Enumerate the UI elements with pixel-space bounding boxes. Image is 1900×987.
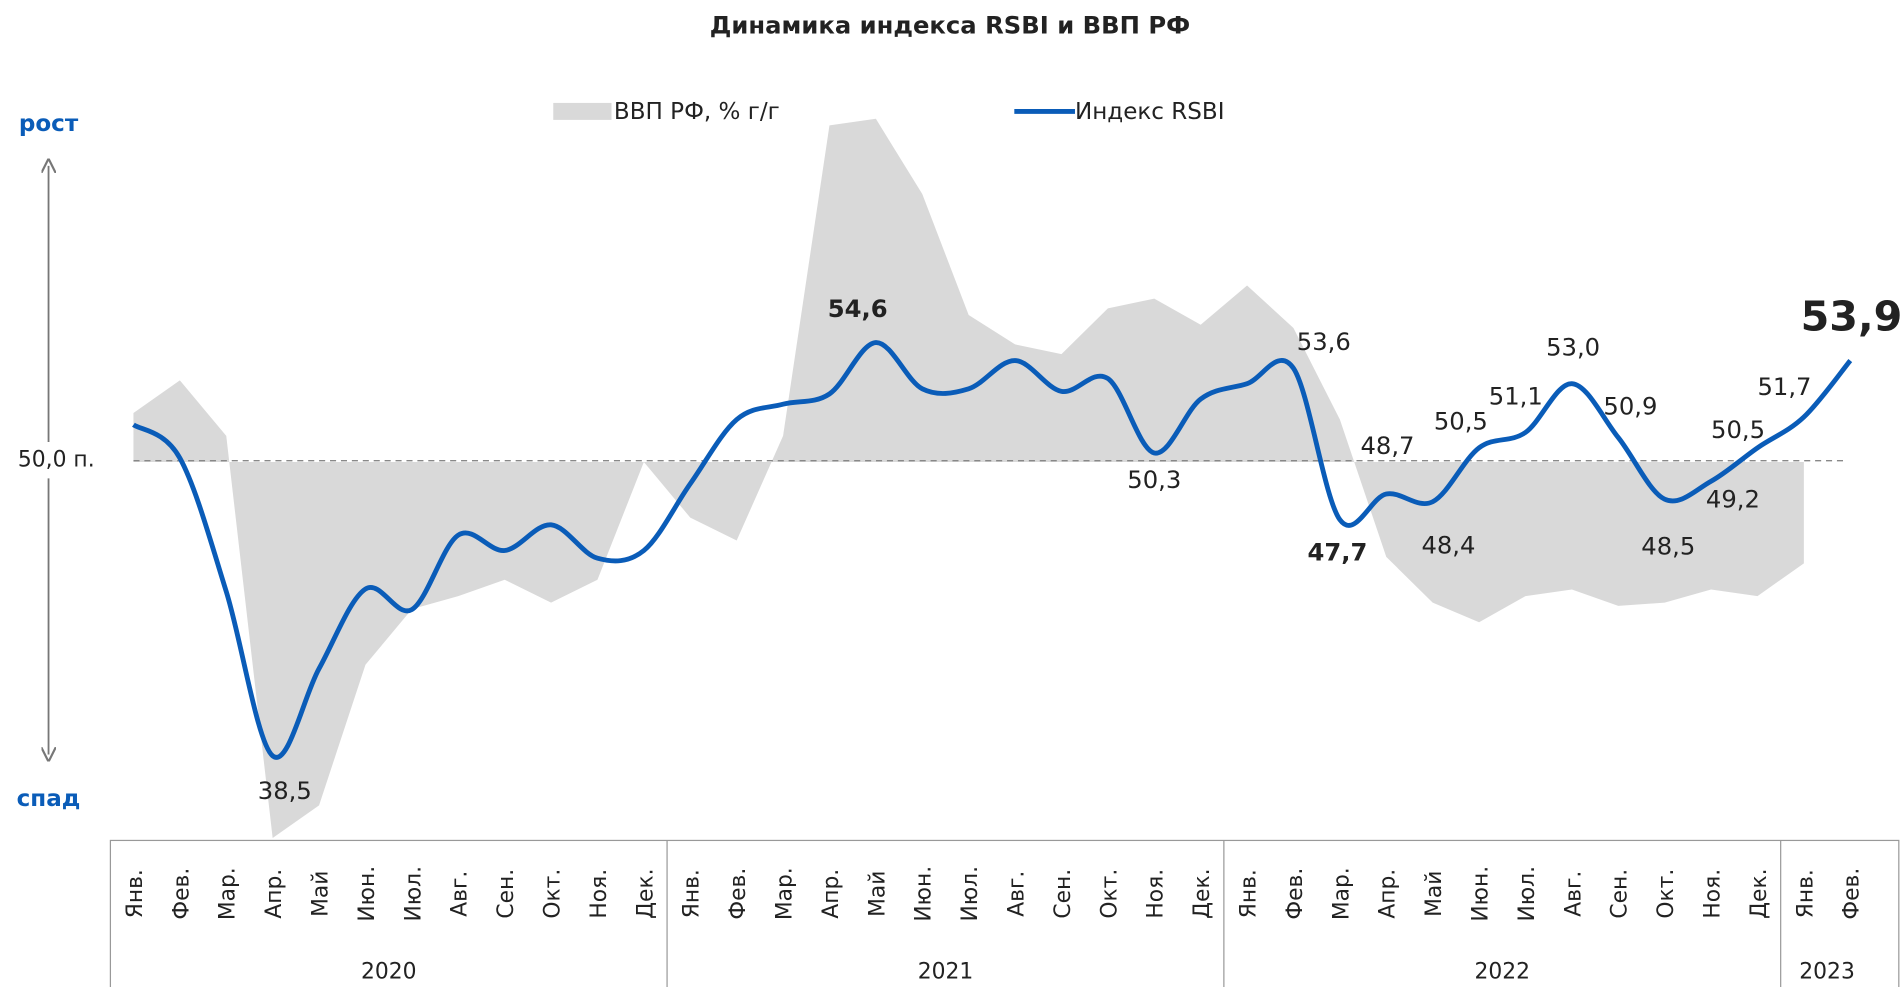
x-tick-label: Мар. <box>1329 867 1354 920</box>
x-tick-label: Сен. <box>1051 869 1076 919</box>
x-tick-label: Фев. <box>1283 868 1308 920</box>
x-tick-label: Сен. <box>494 869 519 919</box>
data-label: 53,9 <box>1801 292 1900 340</box>
x-tick-label: Янв. <box>1793 869 1818 918</box>
x-tick-label: Янв. <box>123 869 148 918</box>
x-tick-label: Янв. <box>680 869 705 918</box>
data-label: 48,4 <box>1421 531 1475 560</box>
data-label: 50,5 <box>1711 415 1765 444</box>
x-tick-label: Мар. <box>216 867 241 920</box>
x-tick-label: Фев. <box>169 868 194 920</box>
x-tick-label: Апр. <box>262 869 287 919</box>
x-tick-label: Фев. <box>726 868 751 920</box>
down-label: спад <box>17 786 81 812</box>
x-tick-label: Фев. <box>1840 868 1865 920</box>
x-tick-label: Июл. <box>958 866 983 921</box>
x-tick-label: Май <box>865 871 890 917</box>
year-label: 2020 <box>361 959 417 984</box>
x-tick-label: Янв. <box>1236 869 1261 918</box>
x-tick-label: Дек. <box>1747 868 1772 918</box>
data-label: 51,7 <box>1757 372 1811 401</box>
x-tick-label: Ноя. <box>1144 869 1169 919</box>
x-tick-label: Май <box>308 871 333 917</box>
data-label: 50,5 <box>1434 406 1488 435</box>
year-label: 2023 <box>1799 959 1855 984</box>
x-tick-label: Авг. <box>1004 871 1029 917</box>
data-label: 53,6 <box>1297 327 1351 356</box>
data-label: 54,6 <box>828 294 888 323</box>
data-label: 53,0 <box>1546 333 1600 362</box>
x-tick-label: Окт. <box>1097 869 1122 919</box>
data-label: 50,9 <box>1603 391 1657 420</box>
x-tick-label: Апр. <box>1376 869 1401 919</box>
year-label: 2022 <box>1475 959 1531 984</box>
data-label: 48,5 <box>1641 532 1695 561</box>
data-label: 38,5 <box>258 776 312 805</box>
up-label: рост <box>19 111 79 137</box>
data-label: 47,7 <box>1308 538 1368 567</box>
y-tick-label: 50,0 п. <box>18 448 95 473</box>
x-tick-label: Окт. <box>1654 869 1679 919</box>
x-tick-label: Апр. <box>819 869 844 919</box>
data-label: 48,7 <box>1360 431 1414 460</box>
year-label: 2021 <box>918 959 974 984</box>
rsbi-line <box>132 340 1853 760</box>
legend-swatch <box>553 102 612 120</box>
x-tick-label: Июн. <box>912 866 937 922</box>
x-tick-label: Сен. <box>1608 869 1633 919</box>
data-label: 49,2 <box>1706 485 1760 514</box>
data-label: 51,1 <box>1489 381 1543 410</box>
data-label: 50,3 <box>1127 465 1181 494</box>
x-tick-label: Июл. <box>1515 866 1540 921</box>
chart-title: Динамика индекса RSBI и ВВП РФ <box>710 11 1190 40</box>
x-tick-label: Ноя. <box>1700 869 1725 919</box>
legend-label: ВВП РФ, % г/г <box>614 99 780 125</box>
x-tick-label: Май <box>1422 871 1447 917</box>
x-tick-label: Дек. <box>633 868 658 918</box>
axis-table <box>109 839 1900 987</box>
legend-label: Индекс RSBI <box>1075 99 1225 125</box>
x-tick-label: Июл. <box>401 866 426 921</box>
gdp-area <box>133 118 1804 839</box>
x-tick-label: Авг. <box>1561 871 1586 917</box>
x-tick-label: Ноя. <box>587 869 612 919</box>
x-tick-label: Окт. <box>540 869 565 919</box>
plot-root: Динамика индекса RSBI и ВВП РФ рост спад… <box>17 11 1900 987</box>
x-tick-label: Авг. <box>448 871 473 917</box>
x-tick-label: Дек. <box>1190 868 1215 918</box>
x-tick-label: Июн. <box>1468 866 1493 922</box>
x-tick-label: Мар. <box>772 867 797 920</box>
x-tick-label: Июн. <box>355 866 380 922</box>
